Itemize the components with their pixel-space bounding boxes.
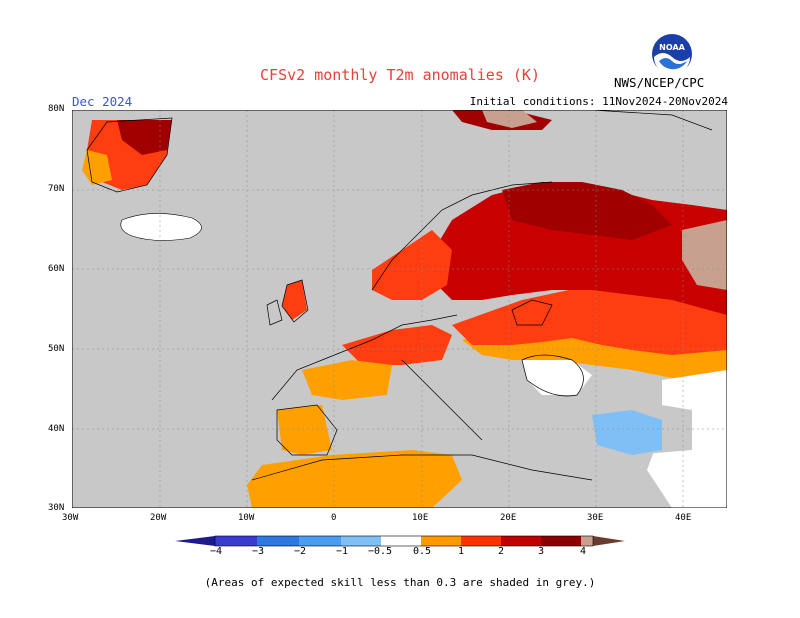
colorbar-segment	[381, 536, 421, 546]
colorbar-segment	[299, 536, 341, 546]
colorbar	[175, 535, 625, 547]
lat-label-60n: 60N	[48, 264, 65, 274]
lon-label-40e: 40E	[675, 513, 692, 523]
lon-label-10e: 10E	[412, 513, 429, 523]
colorbar-label: 4	[580, 546, 587, 557]
initial-conditions: Initial conditions: 11Nov2024-20Nov2024	[469, 95, 728, 108]
graticule	[72, 110, 727, 508]
anomaly-region-svalbard-brown	[482, 110, 537, 128]
noaa-logo: NOAA	[652, 34, 692, 75]
lat-label-40n: 40N	[48, 424, 65, 434]
anomaly-region-norway-coast	[372, 230, 452, 300]
anomaly-region-central-europe	[342, 325, 452, 365]
colorbar-segment	[257, 536, 299, 546]
colorbar-segment	[461, 536, 501, 546]
cold-region-caucasus	[592, 410, 662, 455]
lon-label-0: 0	[331, 513, 337, 523]
anomaly-region-iberia	[277, 405, 332, 455]
coastlines	[86, 110, 713, 481]
lat-label-70n: 70N	[48, 184, 65, 194]
colorbar-label: 2	[498, 546, 505, 557]
anomaly-region-france	[302, 360, 392, 400]
lon-label-20w: 20W	[150, 513, 167, 523]
anomaly-region-greenland-edge	[82, 150, 112, 185]
colorbar-segment	[501, 536, 541, 546]
colorbar-segment	[581, 536, 593, 546]
lon-label-30w: 30W	[62, 513, 79, 523]
colorbar-segment	[341, 536, 381, 546]
svg-text:NOAA: NOAA	[659, 43, 685, 52]
lon-label-20e: 20E	[500, 513, 517, 523]
anomaly-region-brown-east	[682, 220, 727, 290]
colorbar-label: 0.5	[413, 546, 432, 557]
land-iceland	[120, 213, 202, 241]
lon-label-10w: 10W	[238, 513, 255, 523]
anomaly-region-uk	[282, 280, 307, 320]
chart-title: CFSv2 monthly T2m anomalies (K)	[260, 66, 540, 84]
colorbar-label: 1	[458, 546, 465, 557]
agency-label: NWS/NCEP/CPC	[614, 75, 705, 90]
neutral-region-black-sea	[522, 360, 592, 395]
lon-label-30e: 30E	[587, 513, 604, 523]
colorbar-segment	[175, 536, 215, 546]
anomaly-map	[72, 110, 727, 508]
colorbar-label: −2	[294, 546, 307, 557]
colorbar-label: −4	[210, 546, 223, 557]
lat-label-80n: 80N	[48, 104, 65, 114]
colorbar-segment	[541, 536, 581, 546]
colorbar-segment	[593, 536, 625, 546]
colorbar-segment	[215, 536, 257, 546]
anomaly-region-darkred-north	[502, 182, 672, 240]
colorbar-label: 3	[538, 546, 545, 557]
footnote: (Areas of expected skill less than 0.3 a…	[204, 576, 596, 589]
anomaly-region-north-africa	[247, 450, 462, 508]
colorbar-label: −3	[252, 546, 265, 557]
anomaly-region-greenland-dark	[117, 120, 172, 155]
colorbar-segment	[421, 536, 461, 546]
lat-label-50n: 50N	[48, 344, 65, 354]
forecast-month: Dec 2024	[72, 94, 133, 109]
colorbar-label: −1	[336, 546, 349, 557]
colorbar-label: −0.5	[368, 546, 393, 557]
lat-label-30n: 30N	[48, 503, 65, 513]
